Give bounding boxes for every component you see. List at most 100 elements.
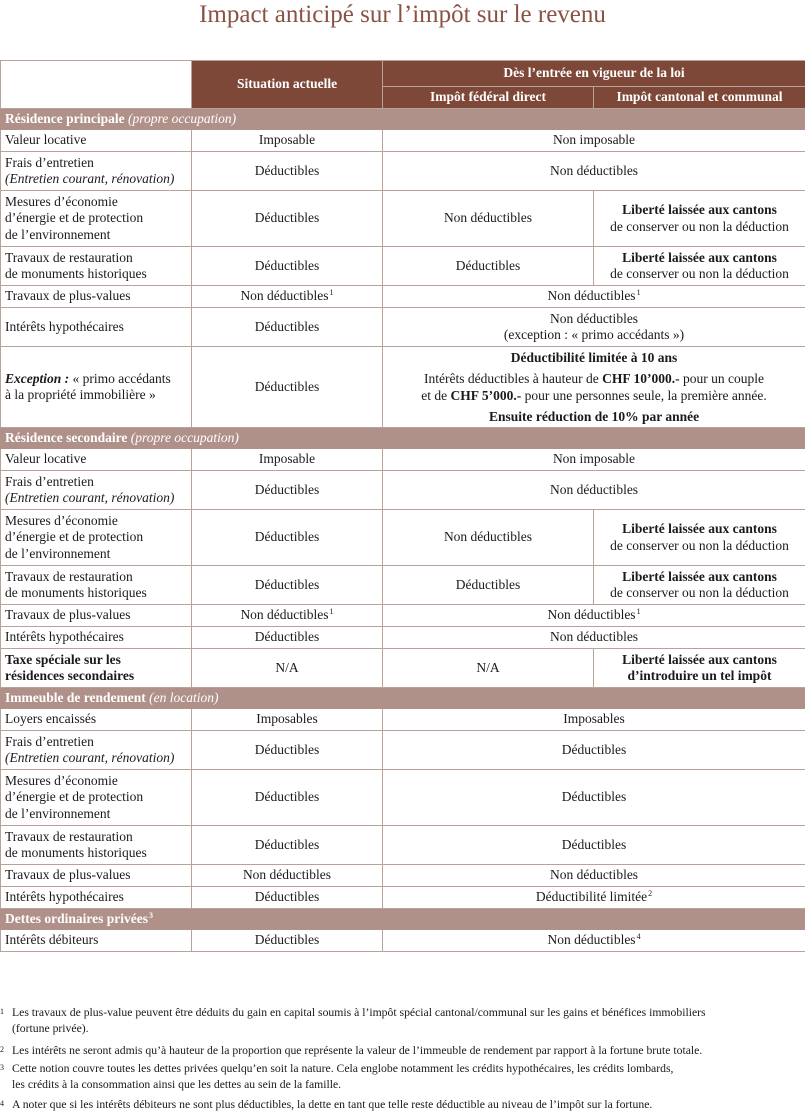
footnote-ref: 1 (636, 607, 641, 617)
table-row: Valeur locative Imposable Non imposable (0, 448, 805, 471)
cell-current: Imposable (191, 129, 383, 152)
table-row: Travaux de restauration de monuments hist… (0, 825, 805, 865)
footnote-ref: 2 (648, 889, 653, 899)
ded-single: et de CHF 5’000.- pour une personnes seu… (421, 388, 767, 403)
footnote-1: 1 Les travaux de plus-value peuvent être… (0, 1006, 706, 1035)
row-label: Frais d’entretien (Entretien courant, rén… (0, 470, 192, 510)
row-label: Frais d’entretien (Entretien courant, rén… (0, 151, 192, 191)
cell-current: Déductibles (191, 509, 383, 566)
cell-current: Déductibles (191, 730, 383, 770)
footnote-ref: 3 (148, 910, 153, 920)
cell-future: Non déductibles (381, 626, 805, 649)
table-row: Travaux de plus-values Non déductibles N… (0, 864, 805, 887)
header-cantonal-tax: Impôt cantonal et communal (592, 86, 805, 109)
section-title: Résidence secondaire (5, 429, 128, 445)
row-label: Travaux de restauration de monuments hist… (0, 825, 192, 865)
cell-federal: Non déductibles (382, 509, 594, 566)
cell-future: Non déductibles (exception : « primo accé… (381, 307, 805, 347)
header-future-law: Dès l’entrée en vigueur de la loi (381, 60, 805, 87)
table-row: Travaux de plus-values Non déductibles1 … (0, 285, 805, 308)
cell-cantonal: Liberté laissée aux cantons de conserver … (592, 190, 805, 247)
row-label: Travaux de plus-values (0, 285, 192, 308)
table-row: Intérêts hypothécaires Déductibles Non d… (0, 626, 805, 649)
cell-current: Déductibles (191, 769, 383, 826)
cell-current: Imposables (191, 708, 383, 731)
cell-federal: Déductibles (382, 246, 594, 286)
cell-current: Déductibles (191, 626, 383, 649)
row-label: Valeur locative (0, 448, 192, 471)
footnote-4: 4 A noter que si les intérêts débiteurs … (0, 1098, 653, 1111)
row-label: Travaux de plus-values (0, 864, 192, 887)
table-row: Intérêts hypothécaires Déductibles Déduc… (0, 886, 805, 909)
cell-future: Non déductibles4 (381, 929, 805, 952)
table-row: Valeur locative Imposable Non imposable (0, 129, 805, 152)
cell-current: Déductibles (191, 151, 383, 191)
cell-future: Non déductibles (381, 864, 805, 887)
cell-current: Déductibles (191, 246, 383, 286)
section-header-dettes-privees: Dettes ordinaires privées3 (0, 908, 805, 930)
section-title: Immeuble de rendement (5, 689, 146, 705)
cell-current: Déductibles (191, 886, 383, 909)
cell-future: Déductibles (381, 730, 805, 770)
row-label: Intérêts hypothécaires (0, 626, 192, 649)
section-note: (en location) (149, 689, 219, 705)
cell-current: Déductibles (191, 565, 383, 605)
row-label: Mesures d’économie d’énergie et de protec… (0, 769, 192, 826)
cell-current: Déductibles (191, 929, 383, 952)
footnote-ref: 1 (329, 607, 334, 617)
section-header-immeuble-rendement: Immeuble de rendement (en location) (0, 687, 805, 709)
cell-federal: Déductibles (382, 565, 594, 605)
section-title: Dettes ordinaires privées (5, 910, 148, 926)
cell-cantonal: Liberté laissée aux cantons d’introduire … (592, 648, 805, 688)
cell-future: Non imposable (381, 448, 805, 471)
cell-current: Non déductibles1 (191, 604, 383, 627)
cell-future: Non déductibles1 (381, 285, 805, 308)
table-row: Intérêts hypothécaires Déductibles Non d… (0, 307, 805, 347)
cell-current: Non déductibles1 (191, 285, 383, 308)
row-label: Mesures d’économie d’énergie et de protec… (0, 509, 192, 566)
footnote-2: 2 Les intérêts ne seront admis qu’à haut… (0, 1044, 703, 1057)
row-label: Loyers encaissés (0, 708, 192, 731)
cell-cantonal: Liberté laissée aux cantons de conserver … (592, 509, 805, 566)
table-row: Frais d’entretien (Entretien courant, rén… (0, 151, 805, 191)
header-federal-tax: Impôt fédéral direct (382, 86, 594, 109)
footnote-ref: 1 (636, 288, 641, 298)
cell-future: Non déductibles (381, 470, 805, 510)
cell-current: Imposable (191, 448, 383, 471)
page-title: Impact anticipé sur l’impôt sur le reven… (199, 1, 606, 28)
footnote-ref: 1 (329, 288, 334, 298)
row-label: Taxe spéciale sur les résidences secondai… (0, 648, 192, 688)
table-row: Mesures d’économie d’énergie et de protec… (0, 509, 805, 566)
cell-future: Imposables (381, 708, 805, 731)
section-note: (propre occupation) (130, 429, 239, 445)
section-note: (propre occupation) (128, 110, 237, 126)
cell-future: Déductibles (381, 825, 805, 865)
table-row: Travaux de restauration de monuments hist… (0, 565, 805, 605)
ded-10ans: Déductibilité limitée à 10 ans (510, 350, 678, 365)
cell-current: N/A (191, 648, 383, 688)
footnote-ref: 4 (636, 932, 641, 942)
cell-current: Non déductibles (191, 864, 383, 887)
table-row: Mesures d’économie d’énergie et de protec… (0, 769, 805, 826)
cell-current: Déductibles (191, 190, 383, 247)
cell-cantonal: Liberté laissée aux cantons de conserver … (592, 565, 805, 605)
section-header-residence-secondaire: Résidence secondaire (propre occupation) (0, 427, 805, 449)
table-row: Travaux de plus-values Non déductibles1 … (0, 604, 805, 627)
cell-future: Déductibilité limitée2 (381, 886, 805, 909)
table-row: Travaux de restauration de monuments hist… (0, 246, 805, 286)
header-blank-cell (0, 60, 192, 109)
cell-cantonal: Liberté laissée aux cantons de conserver … (592, 246, 805, 286)
cell-current: Déductibles (191, 346, 383, 428)
table-row: Mesures d’économie d’énergie et de protec… (0, 190, 805, 247)
row-label: Intérêts hypothécaires (0, 307, 192, 347)
cell-future: Déductibles (381, 769, 805, 826)
row-label: Travaux de restauration de monuments hist… (0, 246, 192, 286)
row-label: Travaux de restauration de monuments hist… (0, 565, 192, 605)
header-current-situation: Situation actuelle (191, 60, 383, 109)
cell-federal: N/A (382, 648, 594, 688)
cell-future: Non imposable (381, 129, 805, 152)
row-label: Intérêts hypothécaires (0, 886, 192, 909)
row-label: Travaux de plus-values (0, 604, 192, 627)
ded-reduction: Ensuite réduction de 10% par année (488, 409, 700, 424)
section-header-residence-principale: Résidence principale (propre occupation) (0, 108, 805, 130)
